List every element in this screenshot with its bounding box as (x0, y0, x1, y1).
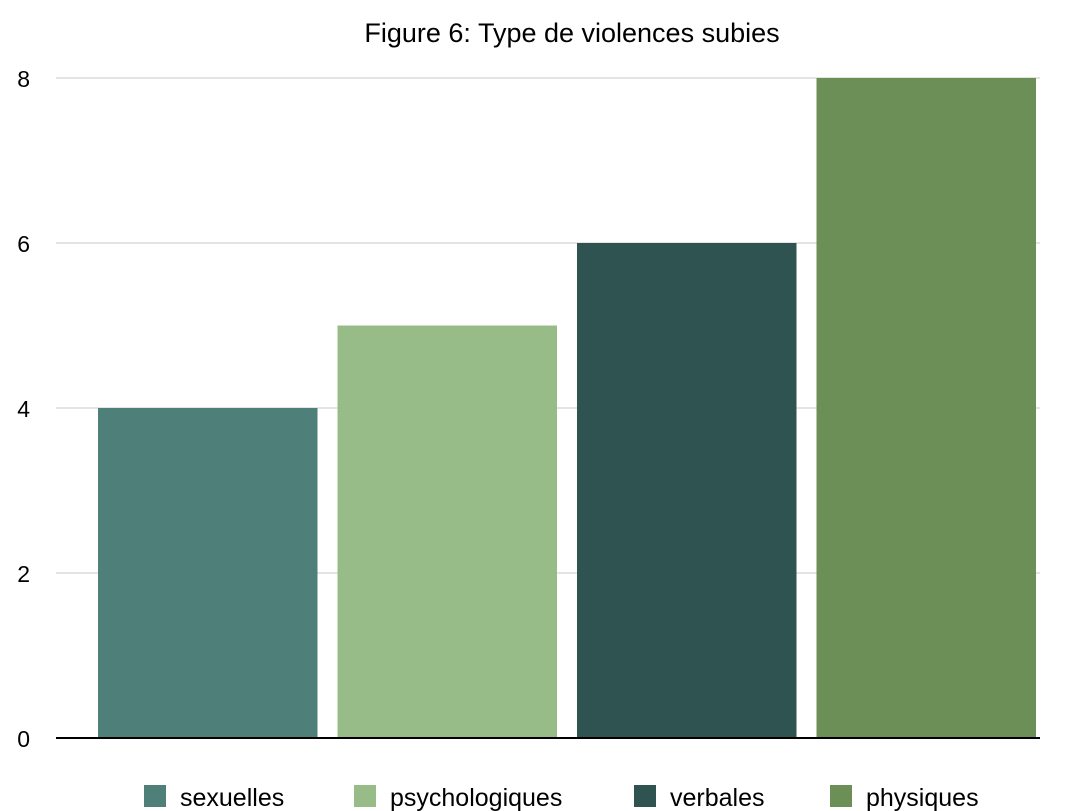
chart-title: Figure 6: Type de violences subies (364, 18, 779, 48)
legend-swatch (354, 785, 376, 807)
legend-swatch (830, 785, 852, 807)
legend-label: verbales (670, 784, 765, 811)
y-tick-label: 8 (17, 66, 30, 92)
legend-item-psychologiques: psychologiques (354, 784, 562, 811)
legend-label: psychologiques (390, 784, 562, 811)
legend-swatch (144, 785, 166, 807)
y-tick-label: 2 (17, 561, 30, 587)
y-tick-label: 0 (17, 726, 30, 752)
legend-label: sexuelles (180, 784, 284, 811)
bar-verbales (577, 243, 797, 738)
legend-label: physiques (866, 784, 979, 811)
y-tick-label: 4 (17, 396, 30, 422)
legend-swatch (634, 785, 656, 807)
legend-item-physiques: physiques (830, 784, 979, 811)
bar-physiques (816, 78, 1036, 738)
y-axis-tick-labels: 0 2 4 6 8 (17, 66, 30, 752)
legend-item-verbales: verbales (634, 784, 765, 811)
bar-sexuelles (98, 408, 318, 738)
y-tick-label: 6 (17, 231, 30, 257)
legend-item-sexuelles: sexuelles (144, 784, 284, 811)
bar-psychologiques (337, 325, 557, 738)
legend: sexuelles psychologiques verbales physiques (144, 784, 979, 811)
bars (98, 78, 1036, 738)
